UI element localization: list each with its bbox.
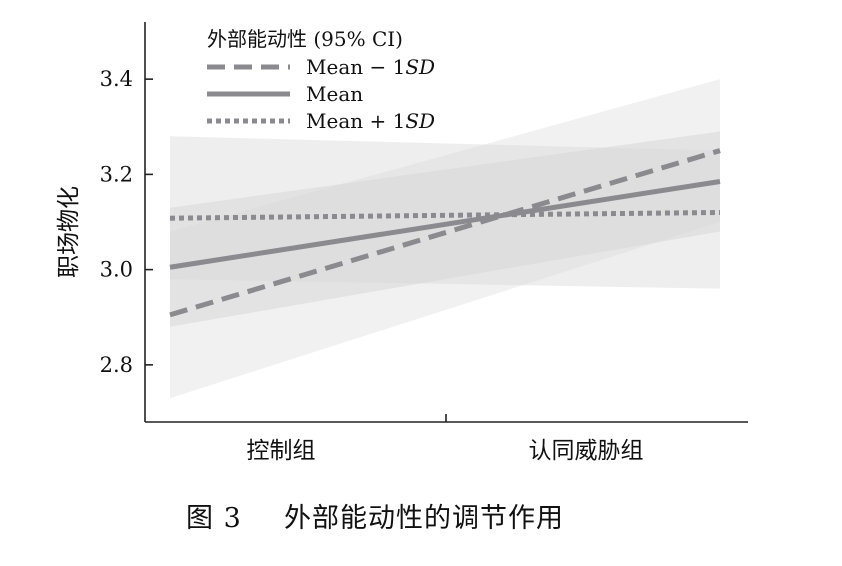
legend-title: 外部能动性 (95% CI) (207, 27, 403, 51)
ci-band-3 (170, 136, 720, 289)
y-tick-label: 3.0 (100, 258, 133, 282)
legend-entry-label: Mean − 1SD (306, 55, 435, 79)
axes: 2.8 3.0 3.2 3.4 控制组 认同威胁组 (100, 22, 748, 464)
confidence-bands (170, 79, 720, 399)
series-line-dashed (169, 148, 721, 318)
caption-text: 外部能动性的调节作用 (284, 503, 564, 534)
category-label: 控制组 (247, 438, 316, 464)
series-line-dotted (169, 209, 721, 221)
legend-entry-label: Mean + 1SD (306, 109, 435, 133)
y-axis-label: 职场物化 (56, 186, 82, 278)
category-label: 认同威胁组 (529, 438, 644, 464)
y-tick-label: 3.2 (100, 162, 133, 186)
series-line-solid (169, 179, 721, 270)
legend: 外部能动性 (95% CI) Mean − 1SD Mean Mean + 1SD (207, 27, 435, 133)
caption-label: 图 3 (186, 503, 242, 534)
ci-band-2 (170, 131, 720, 327)
figure-caption: 图 3 外部能动性的调节作用 (186, 503, 564, 534)
legend-entry-label: Mean (306, 82, 363, 106)
series-lines (169, 148, 721, 318)
y-tick-label: 3.4 (100, 67, 133, 91)
y-tick-label: 2.8 (100, 353, 133, 377)
